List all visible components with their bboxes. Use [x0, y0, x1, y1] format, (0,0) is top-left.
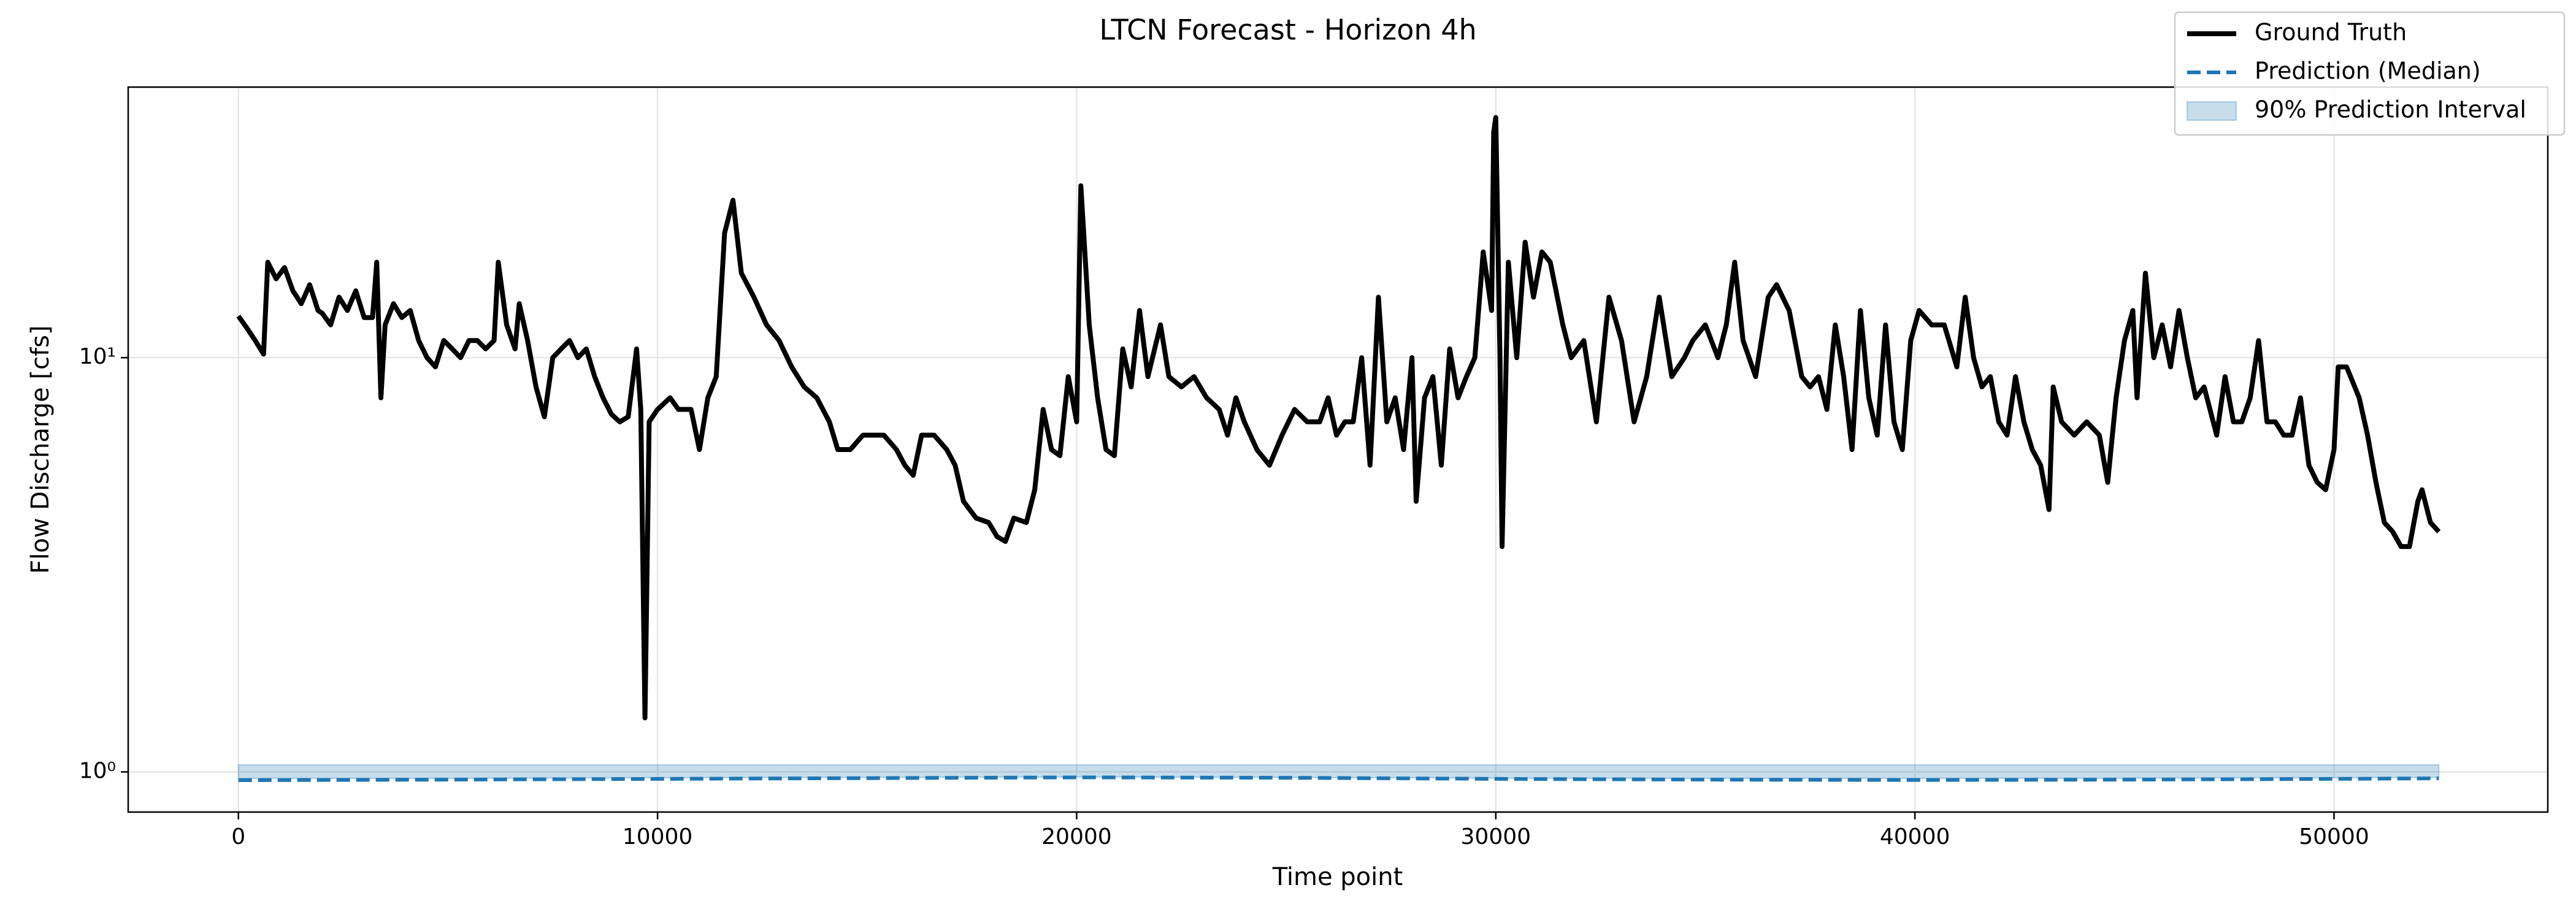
y-axis-label: Flow Discharge [cfs] [26, 325, 55, 573]
plot-area [236, 115, 2441, 783]
x-axis-label: Time point [1272, 863, 1403, 891]
chart-title: LTCN Forecast - Horizon 4h [1099, 13, 1476, 47]
axes-frame [127, 86, 2549, 813]
median-line [238, 775, 2439, 783]
legend-swatch [2187, 101, 2237, 121]
legend-label: Prediction (Median) [2255, 58, 2481, 85]
x-tick-label: 20000 [1041, 824, 1112, 849]
y-tick-label: 10⁰ [79, 759, 116, 784]
x-tick-label: 0 [231, 824, 245, 849]
ground-truth-line [236, 115, 2441, 721]
x-tick-label: 10000 [623, 824, 693, 849]
x-tick-label: 50000 [2299, 824, 2369, 849]
legend-box [2174, 11, 2566, 136]
legend-label: Ground Truth [2255, 19, 2407, 46]
legend-label: 90% Prediction Interval [2255, 96, 2526, 123]
x-tick-label: 40000 [1880, 824, 1950, 849]
x-tick-label: 30000 [1461, 824, 1531, 849]
y-tick-label: 10¹ [79, 344, 116, 369]
